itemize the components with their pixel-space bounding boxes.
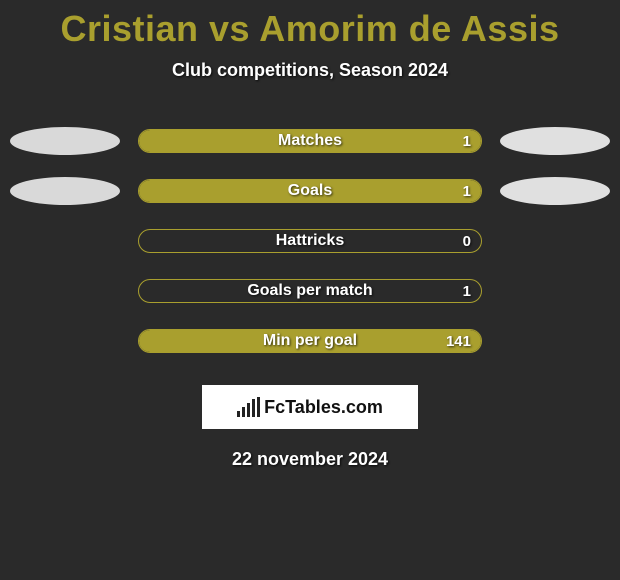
left-ellipse [10, 127, 120, 155]
stat-label: Min per goal [139, 330, 481, 352]
comparison-rows: Matches1Goals1Hattricks0Goals per match1… [0, 127, 620, 355]
brand-text: FcTables.com [264, 397, 383, 418]
stat-label: Matches [139, 130, 481, 152]
stat-row: Goals1 [0, 177, 620, 205]
page-title: Cristian vs Amorim de Assis [0, 0, 620, 50]
brand-logo: FcTables.com [202, 385, 418, 429]
stat-row: Hattricks0 [0, 227, 620, 255]
stat-bar: Min per goal141 [138, 329, 482, 353]
right-ellipse [500, 177, 610, 205]
stat-row: Min per goal141 [0, 327, 620, 355]
stat-bar: Matches1 [138, 129, 482, 153]
left-ellipse [10, 177, 120, 205]
stat-bar: Goals per match1 [138, 279, 482, 303]
stat-value: 0 [463, 230, 471, 252]
stat-value: 1 [463, 180, 471, 202]
chart-icon [237, 397, 260, 417]
stat-value: 141 [446, 330, 471, 352]
stat-row: Matches1 [0, 127, 620, 155]
stat-row: Goals per match1 [0, 277, 620, 305]
stat-bar: Goals1 [138, 179, 482, 203]
stat-label: Hattricks [139, 230, 481, 252]
stat-value: 1 [463, 280, 471, 302]
page-subtitle: Club competitions, Season 2024 [0, 60, 620, 81]
stat-value: 1 [463, 130, 471, 152]
stat-label: Goals per match [139, 280, 481, 302]
footer-date: 22 november 2024 [0, 449, 620, 470]
stat-label: Goals [139, 180, 481, 202]
stat-bar: Hattricks0 [138, 229, 482, 253]
right-ellipse [500, 127, 610, 155]
